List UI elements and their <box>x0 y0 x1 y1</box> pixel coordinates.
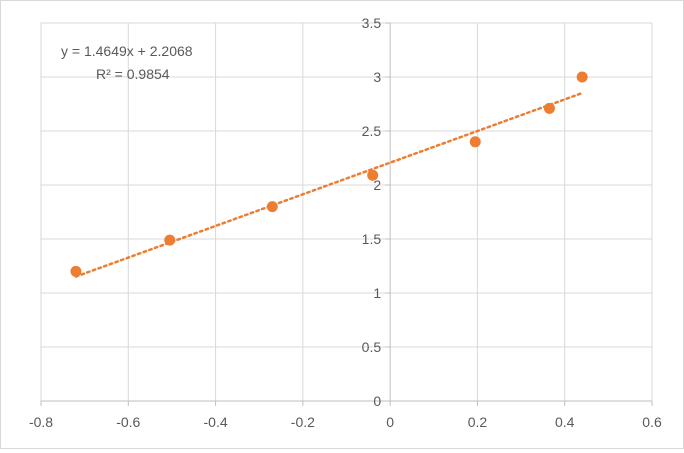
trendline <box>74 91 584 278</box>
x-tick-label: -0.4 <box>204 414 228 430</box>
data-point <box>543 102 555 114</box>
y-tick-label: 2.5 <box>362 123 382 139</box>
data-point <box>367 169 379 181</box>
data-point <box>469 136 481 148</box>
trendline-r-squared: R² = 0.9854 <box>96 66 170 82</box>
y-tick-label: 2 <box>373 177 381 193</box>
y-tick-label: 1 <box>373 285 381 301</box>
y-tick-label: 3.5 <box>362 15 382 31</box>
x-tick-label: 0.4 <box>555 414 575 430</box>
data-point <box>576 71 588 83</box>
gridlines <box>40 22 653 401</box>
data-points <box>70 71 588 277</box>
x-tick-label: 0.6 <box>642 414 662 430</box>
tick-labels: -0.8 -0.6 -0.4 -0.2 0 0.2 0.4 0.6 0 0.5 1 1.5 2 2.5 3 3… <box>29 15 662 430</box>
y-tick-label: 3 <box>373 69 381 85</box>
data-point <box>70 265 82 277</box>
trendline-equation: y = 1.4649x + 2.2068 <box>61 43 193 59</box>
y-tick-label: 1.5 <box>362 231 382 247</box>
y-tick-label: 0 <box>373 393 381 409</box>
x-tick-label: -0.6 <box>116 414 140 430</box>
x-tick-label: -0.8 <box>29 414 53 430</box>
x-tick-label: 0.2 <box>468 414 488 430</box>
x-tick-label: -0.2 <box>291 414 315 430</box>
axes <box>40 22 653 406</box>
y-tick-label: 0.5 <box>362 339 382 355</box>
trendline-layer <box>74 91 584 278</box>
x-tick-label: 0 <box>386 414 394 430</box>
data-point <box>266 201 278 213</box>
data-point <box>164 234 176 246</box>
